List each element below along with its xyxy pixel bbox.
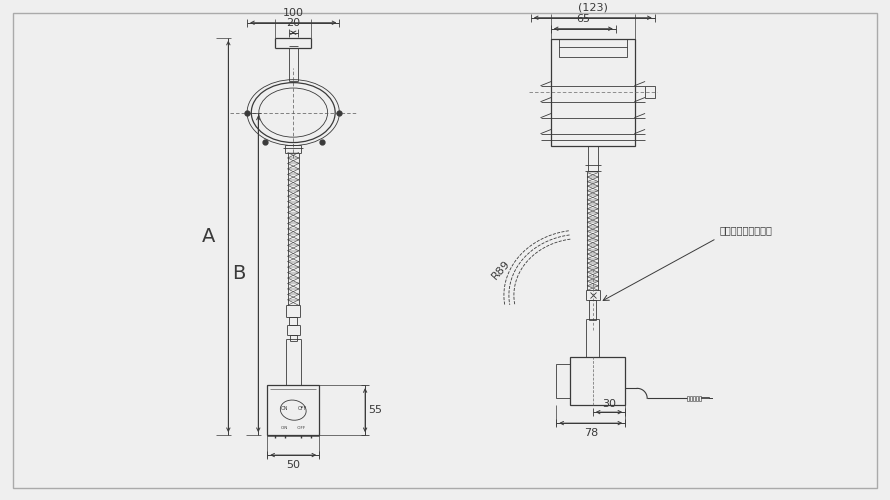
Text: 65: 65: [577, 14, 590, 24]
Text: 78: 78: [584, 428, 598, 438]
Bar: [700, 396, 701, 401]
Bar: [693, 396, 695, 401]
Text: 50: 50: [287, 460, 300, 470]
Text: (123): (123): [578, 2, 608, 12]
Text: 20: 20: [287, 18, 300, 28]
Bar: [687, 396, 689, 401]
Text: A: A: [202, 227, 215, 246]
Text: 100: 100: [283, 8, 303, 18]
Bar: [696, 396, 698, 401]
Text: 熱収縮チューブ包覆: 熱収縮チューブ包覆: [720, 226, 773, 235]
Text: 55: 55: [368, 405, 382, 415]
Text: R89: R89: [490, 258, 512, 281]
Bar: [559, 38, 627, 56]
Text: ON: ON: [280, 406, 288, 410]
Text: 30: 30: [602, 399, 616, 409]
Bar: [556, 364, 570, 398]
Bar: [690, 396, 692, 401]
Text: B: B: [232, 264, 246, 283]
Bar: [644, 86, 655, 98]
Bar: [267, 385, 320, 435]
Text: OFF: OFF: [297, 406, 307, 410]
Bar: [551, 38, 635, 146]
Text: ON        OFF: ON OFF: [281, 426, 305, 430]
Bar: [570, 357, 626, 405]
